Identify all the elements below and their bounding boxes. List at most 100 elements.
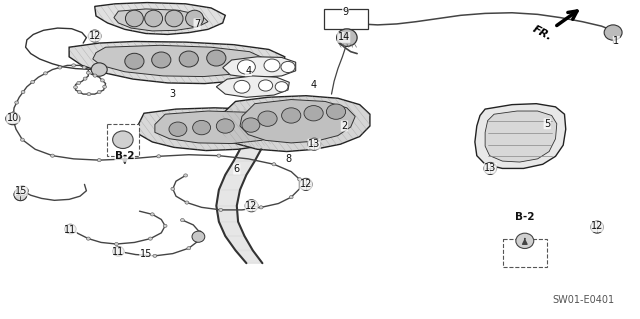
Ellipse shape xyxy=(186,10,204,27)
Ellipse shape xyxy=(20,138,24,141)
Ellipse shape xyxy=(116,250,120,253)
Ellipse shape xyxy=(604,25,622,40)
Text: FR.: FR. xyxy=(531,24,554,42)
Text: 12: 12 xyxy=(88,31,101,41)
Ellipse shape xyxy=(93,74,97,77)
Ellipse shape xyxy=(14,189,27,201)
Ellipse shape xyxy=(272,163,276,166)
Ellipse shape xyxy=(87,93,91,96)
Text: 4: 4 xyxy=(310,79,317,90)
Polygon shape xyxy=(236,250,262,263)
Ellipse shape xyxy=(97,159,101,162)
Ellipse shape xyxy=(68,227,72,231)
Ellipse shape xyxy=(12,112,15,115)
Ellipse shape xyxy=(304,106,323,121)
Ellipse shape xyxy=(97,91,101,94)
Ellipse shape xyxy=(259,206,263,209)
Ellipse shape xyxy=(113,247,124,256)
Polygon shape xyxy=(225,236,253,250)
Ellipse shape xyxy=(179,51,198,67)
Ellipse shape xyxy=(289,196,293,199)
Ellipse shape xyxy=(77,81,81,85)
Ellipse shape xyxy=(234,80,250,93)
Ellipse shape xyxy=(484,162,497,174)
Ellipse shape xyxy=(86,237,90,240)
Ellipse shape xyxy=(219,208,223,211)
Ellipse shape xyxy=(15,101,19,104)
Ellipse shape xyxy=(337,29,357,46)
Ellipse shape xyxy=(165,10,183,27)
Ellipse shape xyxy=(77,91,81,94)
Ellipse shape xyxy=(516,233,534,249)
Ellipse shape xyxy=(150,213,154,216)
Ellipse shape xyxy=(6,113,20,125)
Bar xyxy=(107,124,139,156)
Ellipse shape xyxy=(171,187,175,190)
Ellipse shape xyxy=(198,231,202,234)
Ellipse shape xyxy=(264,59,280,72)
Ellipse shape xyxy=(148,237,152,240)
Ellipse shape xyxy=(11,117,15,120)
Polygon shape xyxy=(485,111,557,162)
Bar xyxy=(503,239,547,266)
Text: 12: 12 xyxy=(245,201,258,211)
Polygon shape xyxy=(219,222,244,236)
Text: 7: 7 xyxy=(194,19,200,29)
Ellipse shape xyxy=(92,63,108,76)
Ellipse shape xyxy=(125,10,143,27)
Ellipse shape xyxy=(258,111,277,126)
Ellipse shape xyxy=(14,189,27,201)
Ellipse shape xyxy=(591,221,604,233)
Text: SW01-E0401: SW01-E0401 xyxy=(552,295,615,305)
Polygon shape xyxy=(234,149,261,161)
Polygon shape xyxy=(216,206,238,222)
Ellipse shape xyxy=(100,79,104,82)
Ellipse shape xyxy=(184,174,188,177)
Polygon shape xyxy=(225,161,255,175)
Ellipse shape xyxy=(88,30,101,42)
Ellipse shape xyxy=(192,231,205,242)
Ellipse shape xyxy=(113,131,133,149)
Ellipse shape xyxy=(180,219,184,222)
Ellipse shape xyxy=(308,138,321,150)
Ellipse shape xyxy=(31,80,35,84)
Ellipse shape xyxy=(44,72,47,75)
Polygon shape xyxy=(219,175,246,190)
Ellipse shape xyxy=(82,66,86,69)
Polygon shape xyxy=(138,108,300,151)
Bar xyxy=(324,9,367,28)
Text: 4: 4 xyxy=(245,66,252,76)
Polygon shape xyxy=(93,45,266,77)
Ellipse shape xyxy=(17,186,28,196)
Ellipse shape xyxy=(259,80,273,91)
Text: 11: 11 xyxy=(112,247,125,257)
Ellipse shape xyxy=(153,254,157,257)
Polygon shape xyxy=(155,111,287,144)
Text: 15: 15 xyxy=(140,249,152,259)
Ellipse shape xyxy=(193,121,211,135)
Ellipse shape xyxy=(72,64,76,67)
Text: 13: 13 xyxy=(308,139,321,149)
Text: 8: 8 xyxy=(285,154,291,165)
Ellipse shape xyxy=(145,10,163,27)
Text: 11: 11 xyxy=(64,225,77,235)
Ellipse shape xyxy=(300,178,312,190)
Ellipse shape xyxy=(65,224,76,234)
Polygon shape xyxy=(95,3,225,34)
Text: 9: 9 xyxy=(342,32,349,41)
Polygon shape xyxy=(69,41,285,84)
Ellipse shape xyxy=(245,200,258,212)
Ellipse shape xyxy=(21,91,25,94)
Ellipse shape xyxy=(152,52,171,68)
Ellipse shape xyxy=(281,62,295,73)
Text: 13: 13 xyxy=(484,163,497,174)
Ellipse shape xyxy=(115,242,118,246)
Ellipse shape xyxy=(326,104,346,119)
Ellipse shape xyxy=(185,201,189,204)
Ellipse shape xyxy=(83,77,87,80)
Text: 6: 6 xyxy=(234,164,240,174)
Text: 3: 3 xyxy=(170,89,176,99)
Ellipse shape xyxy=(74,85,77,89)
Ellipse shape xyxy=(169,122,187,137)
Ellipse shape xyxy=(237,60,255,74)
